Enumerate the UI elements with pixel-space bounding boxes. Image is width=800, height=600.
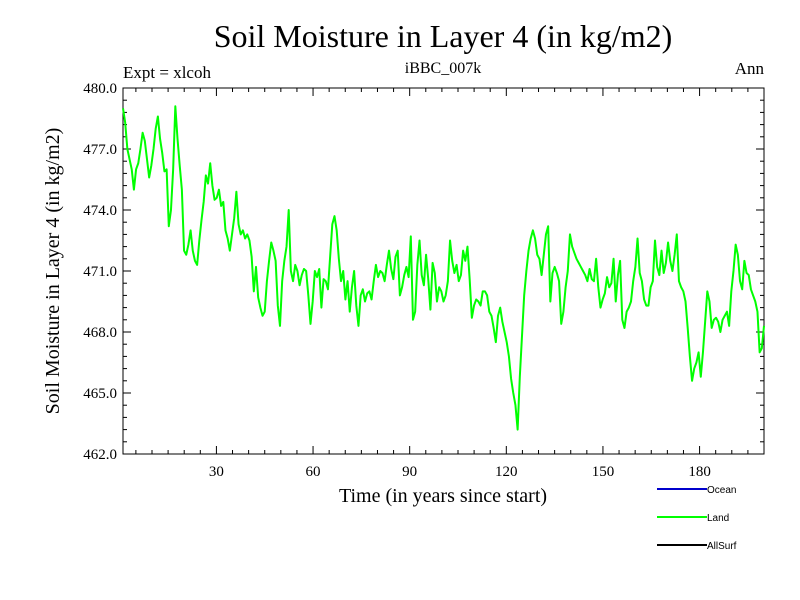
x-tick-label: 60 [306, 464, 321, 480]
experiment-label: Expt = xlcoh [123, 63, 211, 82]
plot-frame [122, 87, 765, 455]
y-tick-label: 480.0 [83, 81, 117, 97]
x-tick-label: 90 [402, 464, 417, 480]
y-tick-label: 477.0 [83, 142, 117, 158]
chart-title: Soil Moisture in Layer 4 (in kg/m2) [214, 18, 673, 54]
legend-label-ocean: Ocean [707, 485, 736, 496]
legend: Ocean Land AllSurf [657, 485, 737, 552]
legend-label-land: Land [707, 513, 729, 524]
x-tick-label: 180 [688, 464, 711, 480]
period-label: Ann [735, 59, 765, 78]
y-axis-label: Soil Moisture in Layer 4 (in kg/m2) [42, 128, 64, 415]
x-tick-label: 30 [209, 464, 224, 480]
y-tick-label: 471.0 [83, 264, 117, 280]
plot-area: 30 60 90 120 150 180 462.0 465.0 468.0 471.0 474.0… [83, 81, 765, 480]
y-tick-label: 474.0 [83, 203, 117, 219]
x-tick-label: 120 [495, 464, 518, 480]
y-tick-label: 462.0 [83, 447, 117, 463]
series-line-land [122, 105, 765, 431]
run-id-label: iBBC_007k [405, 60, 481, 77]
y-tick-label: 465.0 [83, 386, 117, 402]
x-tick-label: 150 [592, 464, 615, 480]
y-tick-label: 468.0 [83, 325, 117, 341]
legend-label-allsurf: AllSurf [707, 541, 737, 552]
x-axis-label: Time (in years since start) [339, 485, 547, 507]
